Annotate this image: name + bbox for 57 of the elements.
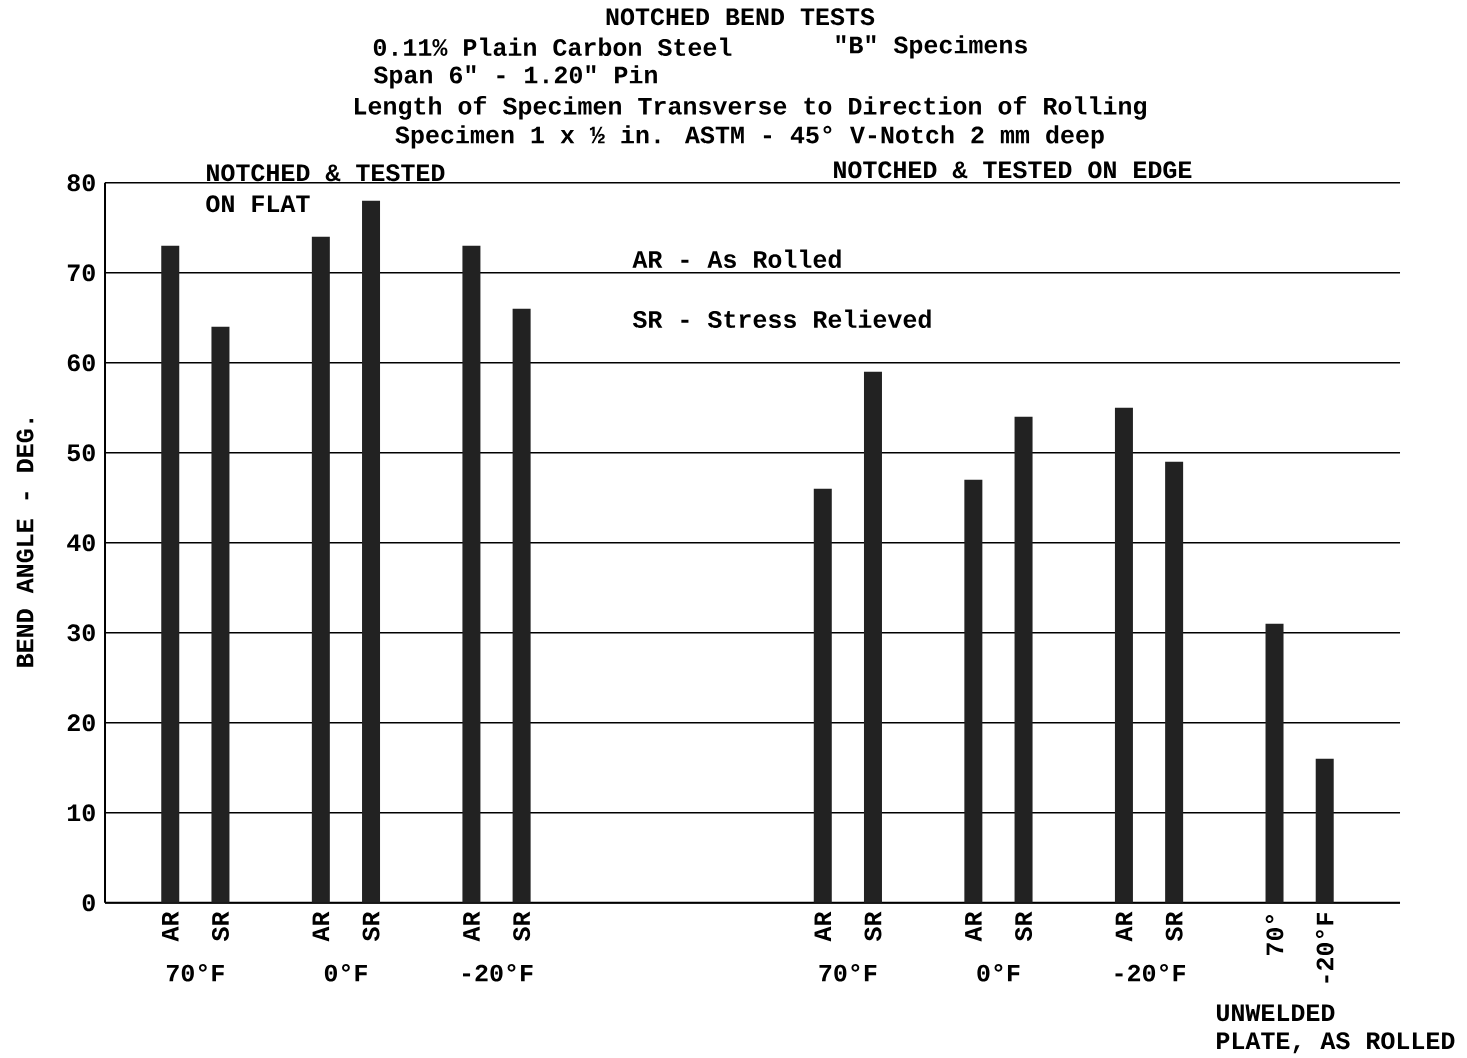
- y-axis-title: BEND ANGLE - DEG.: [16, 419, 34, 667]
- text: Specimen 1 x ½ in. ASTM - 45° V-Notch 2 mm deep: [395, 125, 1104, 149]
- x-tick-label: 70°: [1265, 915, 1284, 956]
- x-tick-label: SR: [1165, 911, 1183, 942]
- bar: [1265, 623, 1284, 903]
- y-tick-label: 50: [67, 444, 95, 462]
- bar: [813, 488, 832, 903]
- annotation: AR - As Rolled: [632, 249, 841, 269]
- y-tick-label: 0: [82, 894, 95, 912]
- text: NOTCHED & TESTED: [207, 164, 445, 182]
- x-tick-label: AR: [965, 911, 982, 942]
- annotation: SR - Stress Relieved: [632, 309, 931, 329]
- bar: [462, 245, 481, 903]
- y-tick-label: 20: [67, 714, 95, 732]
- annotation: ON FLAT: [206, 195, 310, 213]
- x-tick-label: SR: [362, 911, 380, 942]
- text: -20°F: [1115, 964, 1186, 982]
- y-tick-label: 70: [67, 264, 95, 282]
- y-tick-label: 80: [67, 174, 95, 192]
- x-tick-label: AR: [162, 911, 179, 942]
- y-tick-label: 30: [67, 624, 95, 642]
- bar: [1114, 407, 1133, 903]
- text: 70°F: [166, 964, 224, 982]
- bar: [964, 479, 983, 903]
- x-tick-label: AR: [463, 911, 480, 942]
- y-tick-label: 60: [67, 354, 95, 372]
- text: 0°F: [324, 964, 367, 982]
- text: Length of Specimen Transverse to Direction of Rolling: [355, 96, 1147, 120]
- bar: [1165, 461, 1184, 903]
- bar: [362, 200, 381, 903]
- text: UNWELDED: [1216, 1004, 1335, 1022]
- text: PLATE, AS ROLLED: [1217, 1032, 1455, 1054]
- x-tick-label: SR: [513, 911, 531, 942]
- x-tick-label: SR: [1015, 911, 1033, 942]
- x-tick-label: SR: [211, 911, 229, 942]
- bar: [863, 371, 882, 903]
- y-tick-label: 10: [67, 804, 95, 822]
- x-tick-label: AR: [312, 911, 330, 942]
- x-tick-label: AR: [814, 911, 832, 942]
- bar: [1315, 758, 1334, 903]
- x-tick-label: AR: [1115, 911, 1133, 942]
- bar: [311, 236, 330, 903]
- bar: [161, 245, 180, 903]
- chart-title: NOTCHED BEND TESTS: [606, 8, 875, 26]
- y-tick-label: 40: [67, 534, 95, 552]
- bar: [211, 326, 230, 903]
- text: Span 6" - 1.20" Pin: [373, 65, 657, 89]
- bar: [1014, 416, 1033, 903]
- x-tick-label: -20°F: [1315, 913, 1334, 983]
- text: NOTCHED & TESTED ON EDGE: [834, 161, 1192, 179]
- bar: [512, 308, 531, 903]
- x-tick-label: SR: [864, 911, 882, 942]
- text: -20°F: [462, 964, 533, 982]
- text: "B" Specimens: [836, 35, 1027, 59]
- text: 0.11% Plain Carbon Steel: [373, 37, 732, 57]
- text: 0°F: [977, 964, 1020, 982]
- text: 70°F: [819, 964, 877, 982]
